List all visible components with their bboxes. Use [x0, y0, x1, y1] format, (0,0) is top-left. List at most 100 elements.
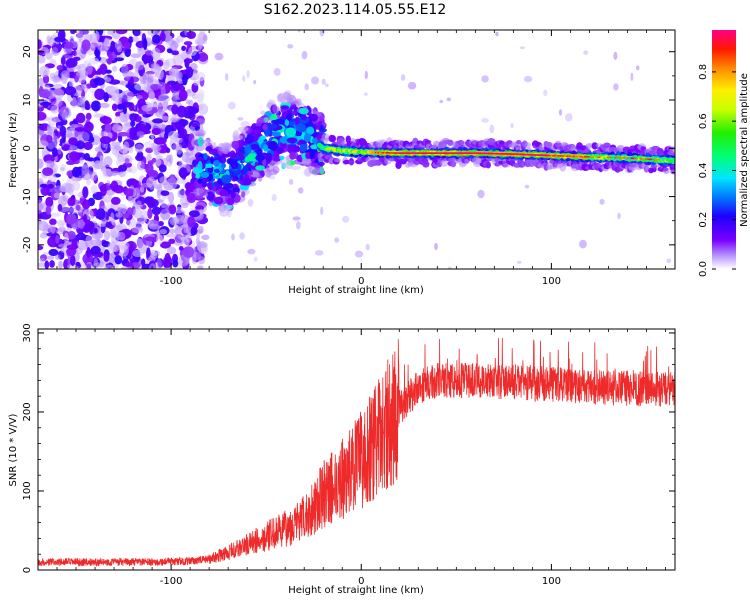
heatmap-cell: [71, 97, 77, 109]
heatmap-cell: [311, 76, 320, 85]
heatmap-cell: [618, 156, 622, 159]
heatmap-cell: [200, 172, 210, 178]
heatmap-cell: [446, 97, 452, 102]
heatmap-cell: [246, 170, 254, 176]
heatmap-cell: [603, 142, 611, 149]
heatmap-cell: [103, 230, 111, 241]
heatmap-cell: [176, 105, 187, 118]
heatmap-cell: [648, 158, 653, 161]
heatmap-cell: [115, 111, 121, 117]
heatmap-cell: [43, 103, 49, 109]
heatmap-cell: [103, 252, 110, 262]
heatmap-cell: [178, 89, 188, 102]
y-tick-label: -10: [22, 188, 33, 204]
heatmap-cell: [227, 101, 236, 110]
heatmap-cell: [86, 63, 93, 75]
colorbar-tick-label: 0.4: [698, 162, 709, 178]
heatmap-cell: [70, 195, 76, 200]
heatmap-cell: [58, 260, 63, 269]
heatmap-cell: [114, 95, 120, 106]
heatmap-cell: [626, 157, 630, 159]
heatmap-cell: [123, 141, 130, 152]
heatmap-cell: [169, 216, 180, 226]
heatmap-cell: [257, 175, 263, 182]
heatmap-cell: [181, 45, 187, 51]
heatmap-cell: [99, 136, 112, 145]
heatmap-cell: [60, 56, 66, 66]
x-tick-label: 0: [358, 276, 364, 287]
heatmap-cell: [81, 169, 93, 181]
heatmap-cell: [516, 140, 522, 145]
heatmap-cell: [253, 134, 259, 142]
x-tick-label: -100: [160, 276, 183, 287]
heatmap-cell: [111, 103, 118, 112]
heatmap-cell: [299, 143, 308, 152]
heatmap-cell: [265, 152, 273, 163]
heatmap-cell: [64, 232, 69, 244]
heatmap-cell: [268, 140, 278, 151]
heatmap-cell: [93, 77, 105, 86]
heatmap-cell: [290, 165, 301, 170]
heatmap-cell: [100, 184, 107, 197]
heatmap-cell: [342, 215, 350, 223]
heatmap-cell: [135, 60, 145, 71]
heatmap-cell: [160, 208, 171, 221]
heatmap-cell: [166, 246, 177, 255]
heatmap-cell: [615, 156, 620, 159]
heatmap-cell: [167, 80, 177, 86]
heatmap-cell: [289, 178, 294, 185]
heatmap-cell: [274, 118, 285, 125]
heatmap-cell: [263, 144, 268, 152]
heatmap-cell: [169, 228, 176, 234]
heatmap-cell: [105, 69, 112, 74]
heatmap-cell: [524, 142, 532, 149]
heatmap-cell: [132, 36, 139, 43]
heatmap-cell: [64, 41, 74, 49]
heatmap-cell: [187, 106, 200, 115]
heatmap-cell: [126, 207, 133, 216]
heatmap-cell: [182, 73, 188, 86]
heatmap-cell: [447, 266, 452, 269]
heatmap-cell: [116, 45, 122, 53]
heatmap-cell: [606, 156, 610, 159]
heatmap-cell: [320, 124, 324, 132]
heatmap-cell: [75, 204, 81, 211]
heatmap-cell: [325, 83, 329, 88]
heatmap-cell: [565, 113, 573, 122]
heatmap-cell: [50, 105, 59, 114]
heatmap-cell: [247, 248, 256, 255]
heatmap-cell: [230, 190, 236, 199]
heatmap-cell: [156, 258, 162, 269]
heatmap-cell: [148, 198, 159, 208]
heatmap-cell: [586, 156, 590, 158]
heatmap-cell: [116, 231, 126, 241]
heatmap-cell: [197, 161, 203, 171]
heatmap-cell: [272, 103, 278, 114]
heatmap-cell: [579, 239, 587, 249]
heatmap-cell: [171, 104, 179, 115]
heatmap-cell: [42, 167, 54, 177]
heatmap-cell: [177, 133, 186, 139]
heatmap-cell: [38, 202, 44, 211]
heatmap-cell: [183, 226, 189, 234]
heatmap-cell: [109, 170, 120, 176]
x-tick-label: 0: [358, 576, 364, 587]
heatmap-cell: [57, 147, 62, 155]
heatmap-cell: [160, 241, 171, 249]
heatmap-cell: [597, 156, 601, 159]
heatmap-cell: [517, 260, 522, 264]
heatmap-cell: [670, 169, 675, 175]
heatmap-cell: [94, 49, 100, 57]
heatmap-cell: [187, 216, 196, 228]
heatmap-cell: [105, 221, 111, 228]
heatmap-cell: [146, 153, 152, 162]
heatmap-cell: [73, 181, 81, 191]
heatmap-cell: [66, 244, 79, 250]
heatmap-cell: [49, 218, 57, 226]
heatmap-cell: [75, 261, 81, 267]
heatmap-cell: [197, 103, 209, 115]
heatmap-cell: [213, 196, 224, 205]
snr-panel: -100 0 100 0 100 200 300 Height of straight l…: [8, 323, 676, 596]
heatmap-cell: [485, 161, 491, 169]
heatmap-cell: [130, 120, 136, 127]
